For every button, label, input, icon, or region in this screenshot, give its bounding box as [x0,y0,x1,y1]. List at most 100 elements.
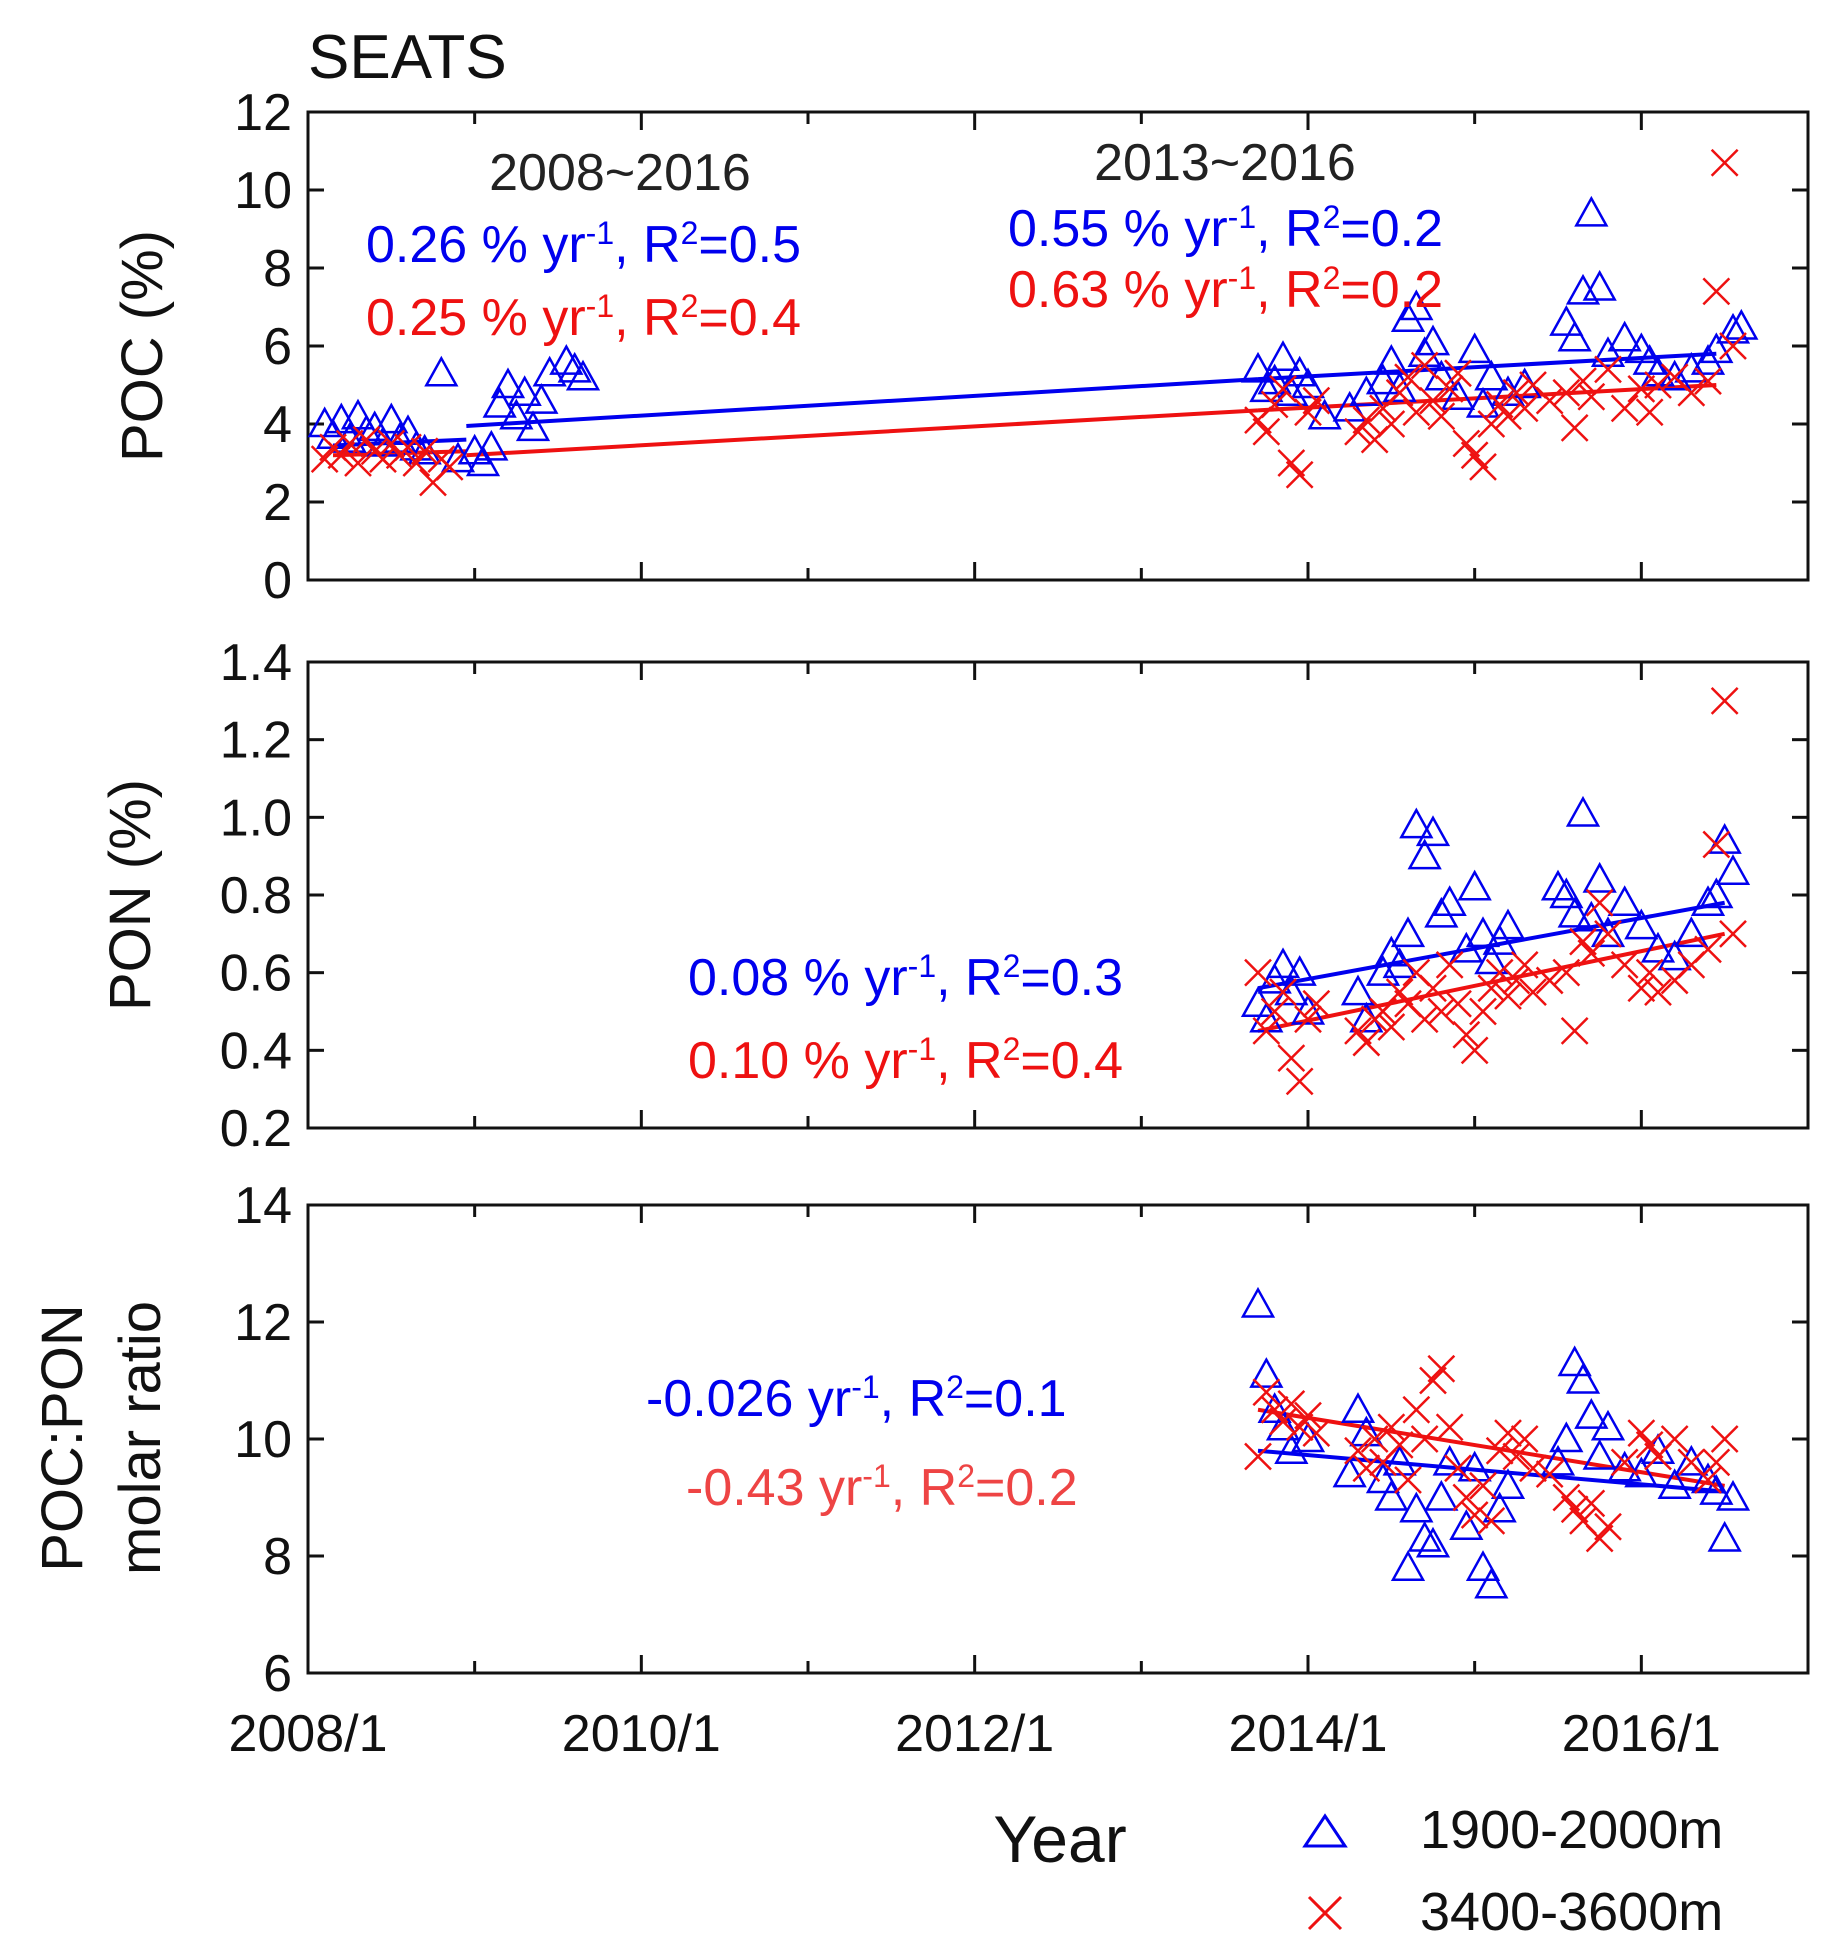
ratio-point-3400-3600m [1452,1483,1481,1512]
ratio-y-tick-label: 8 [263,1528,292,1586]
ratio-point-1900-2000m [1249,1357,1284,1388]
poc-point-3400-3600m [1294,398,1322,427]
poc-point-1900-2000m [532,355,567,387]
ratio-point-1900-2000m [1332,1456,1367,1488]
poc-y-tick-label: 12 [234,84,292,142]
pon-point-3400-3600m [1569,927,1597,956]
pon-y-tick-label: 0.2 [220,1100,292,1158]
pon-point-3400-3600m [1710,686,1739,715]
poc-point-1900-2000m [524,383,559,414]
ratio-point-3400-3600m [1510,1425,1539,1453]
ratio-blue-trend: -0.026 yr-1, R2=0.1 [646,1369,1067,1428]
poc-point-1900-2000m [340,398,376,430]
pon-point-1900-2000m [1540,869,1576,901]
poc-point-1900-2000m [1582,269,1617,301]
pon-point-3400-3600m [1594,919,1622,948]
poc-point-1900-2000m [1574,195,1609,227]
poc-y-tick-label: 6 [263,318,292,376]
ratio-point-3400-3600m [1585,1524,1614,1553]
pon-point-3400-3600m [1285,1067,1314,1096]
poc-point-1900-2000m [1307,398,1342,430]
poc-point-3400-3600m [1560,414,1589,442]
ratio-point-1900-2000m [1715,1479,1751,1511]
poc-point-1900-2000m [565,359,601,391]
ratio-point-3400-3600m [1302,1419,1331,1448]
poc-point-3400-3600m [1569,367,1597,395]
ratio-y-tick-label: 12 [234,1294,292,1352]
poc-point-1900-2000m [1415,324,1451,356]
ratio-point-1900-2000m [1257,1392,1292,1423]
poc-point-3400-3600m [1577,382,1606,411]
ratio-x-tick-labels: 2008/1 2010/1 2012/1 2014/1 2016/1 [228,1705,1720,1763]
pon-point-3400-3600m [1644,978,1672,1006]
ratio-point-1900-2000m [1390,1550,1426,1581]
pon-y-tick-label: 0.4 [220,1022,292,1080]
ratio-point-3400-3600m [1410,1425,1439,1453]
pon-point-1900-2000m [1365,955,1401,986]
poc-point-3400-3600m [1394,363,1422,392]
poc-y-tick-labels: 0 2 4 6 8 10 12 [234,84,292,610]
pon-point-3400-3600m [1352,1028,1381,1057]
poc-point-1900-2000m [490,367,526,399]
ratio-y-tick-label: 14 [234,1177,292,1235]
ratio-y-axis-label-line1: POC:PON [30,1304,95,1572]
ratio-point-3400-3600m [1660,1425,1689,1453]
pon-point-3400-3600m [1260,997,1289,1026]
poc-point-1900-2000m [1390,301,1426,332]
pon-point-1900-2000m [1415,815,1451,847]
pon-y-tick-label: 1.2 [220,712,292,770]
pon-point-3400-3600m [1385,978,1414,1006]
ratio-point-3400-3600m [1385,1430,1414,1459]
ratio-point-3400-3600m [1552,1483,1581,1512]
pon-point-1900-2000m [1265,947,1301,979]
ratio-point-1900-2000m [1465,1550,1501,1581]
ratio-point-1900-2000m [1607,1450,1642,1482]
ratio-lines [1257,1407,1725,1494]
poc-point-1900-2000m [1699,332,1734,364]
poc-point-1900-2000m [1690,344,1726,375]
pon-blue-trend: 0.08 % yr-1, R2=0.3 [688,948,1123,1007]
poc-point-1900-2000m [374,402,409,434]
poc-point-1900-2000m [1557,320,1592,352]
poc-red-trend-2013-2016: 0.63 % yr-1, R2=0.2 [1008,260,1443,319]
ratio-point-1900-2000m [1574,1398,1609,1429]
pon-y-tick-labels: 0.2 0.4 0.6 0.8 1.0 1.2 1.4 [220,634,292,1158]
poc-point-3400-3600m [369,445,397,473]
poc-point-3400-3600m [1610,394,1639,423]
pon-point-3400-3600m [1410,1005,1439,1034]
poc-point-1900-2000m [1549,305,1584,336]
poc-point-3400-3600m [1635,398,1664,427]
pon-point-3400-3600m [1519,978,1547,1006]
pon-point-1900-2000m [1282,955,1317,986]
ratio-point-1900-2000m [1449,1509,1484,1540]
poc-point-3400-3600m [1444,359,1472,388]
x-tick-label: 2012/1 [895,1705,1054,1763]
ratio-point-1900-2000m [1582,1438,1617,1470]
x-tick-label: 2008/1 [228,1705,387,1763]
pon-point-3400-3600m [1460,1036,1489,1065]
poc-point-3400-3600m [1719,332,1747,360]
poc-point-3400-3600m [1419,386,1447,415]
poc-point-1900-2000m [424,355,459,387]
poc-point-3400-3600m [1410,351,1439,380]
poc-point-3400-3600m [1477,410,1506,438]
poc-point-1900-2000m [1365,363,1401,395]
ratio-point-3400-3600m [1444,1454,1472,1483]
poc-point-3400-3600m [344,449,372,477]
pon-point-3400-3600m [1502,966,1531,995]
pon-point-1900-2000m [1257,962,1292,994]
poc-point-1900-2000m [1590,336,1626,368]
poc-point-1900-2000m [499,398,534,430]
pon-point-3400-3600m [1344,1017,1372,1045]
pon-y-ticks [308,660,1808,1130]
poc-point-1900-2000m [1257,363,1292,395]
poc-red-trend-2008-2016: 0.25 % yr-1, R2=0.4 [366,288,801,347]
ratio-point-1900-2000m [1557,1345,1592,1377]
pon-y-tick-label: 1.4 [220,634,292,692]
pon-point-1900-2000m [1432,885,1467,917]
pon-point-1900-2000m [1549,877,1584,909]
poc-point-3400-3600m [1702,277,1731,306]
ratio-point-1900-2000m [1432,1444,1467,1476]
pon-point-3400-3600m [1560,1017,1589,1045]
